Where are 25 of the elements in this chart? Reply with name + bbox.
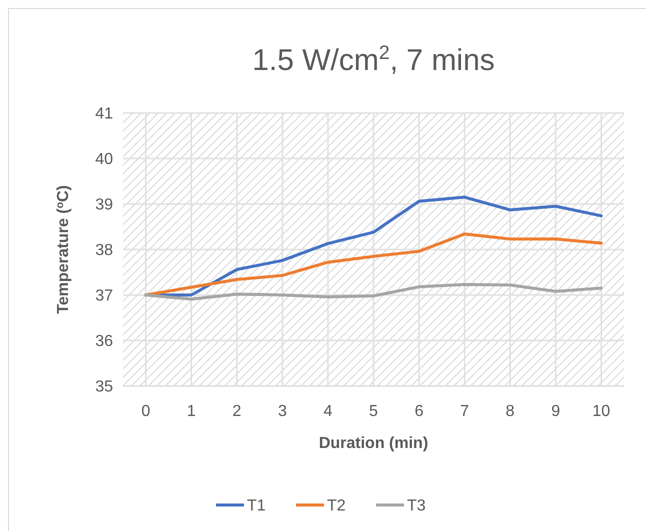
x-tick-label: 2 (232, 403, 242, 420)
x-tick-label: 3 (278, 403, 287, 420)
legend-label: T3 (407, 498, 426, 515)
x-axis-title: Duration (min) (318, 435, 428, 452)
x-tick-label: 6 (414, 403, 424, 420)
legend-label: T2 (327, 498, 346, 515)
x-tick-label: 9 (551, 403, 560, 420)
y-tick-label: 36 (95, 333, 114, 350)
y-tick-label: 40 (95, 151, 114, 168)
legend-label: T1 (247, 498, 266, 515)
line-series (144, 283, 603, 301)
x-tick-label: 5 (369, 403, 378, 420)
x-tick-label: 10 (592, 403, 610, 420)
y-tick-label: 41 (95, 106, 114, 123)
x-tick-label: 1 (186, 403, 196, 420)
x-tick-label: 8 (506, 403, 515, 420)
y-tick-label: 38 (95, 242, 114, 260)
chart-title: 1.5 W/cm$^{2}$, 7 mins (252, 42, 495, 77)
x-tick-label: 4 (324, 403, 332, 420)
line-series (144, 232, 603, 296)
y-tick-label: 37 (95, 288, 114, 305)
y-tick-label: 35 (95, 378, 114, 396)
x-tick-label: 0 (141, 403, 150, 420)
x-tick-label: 7 (460, 403, 470, 420)
y-tick-label: 39 (95, 196, 114, 214)
